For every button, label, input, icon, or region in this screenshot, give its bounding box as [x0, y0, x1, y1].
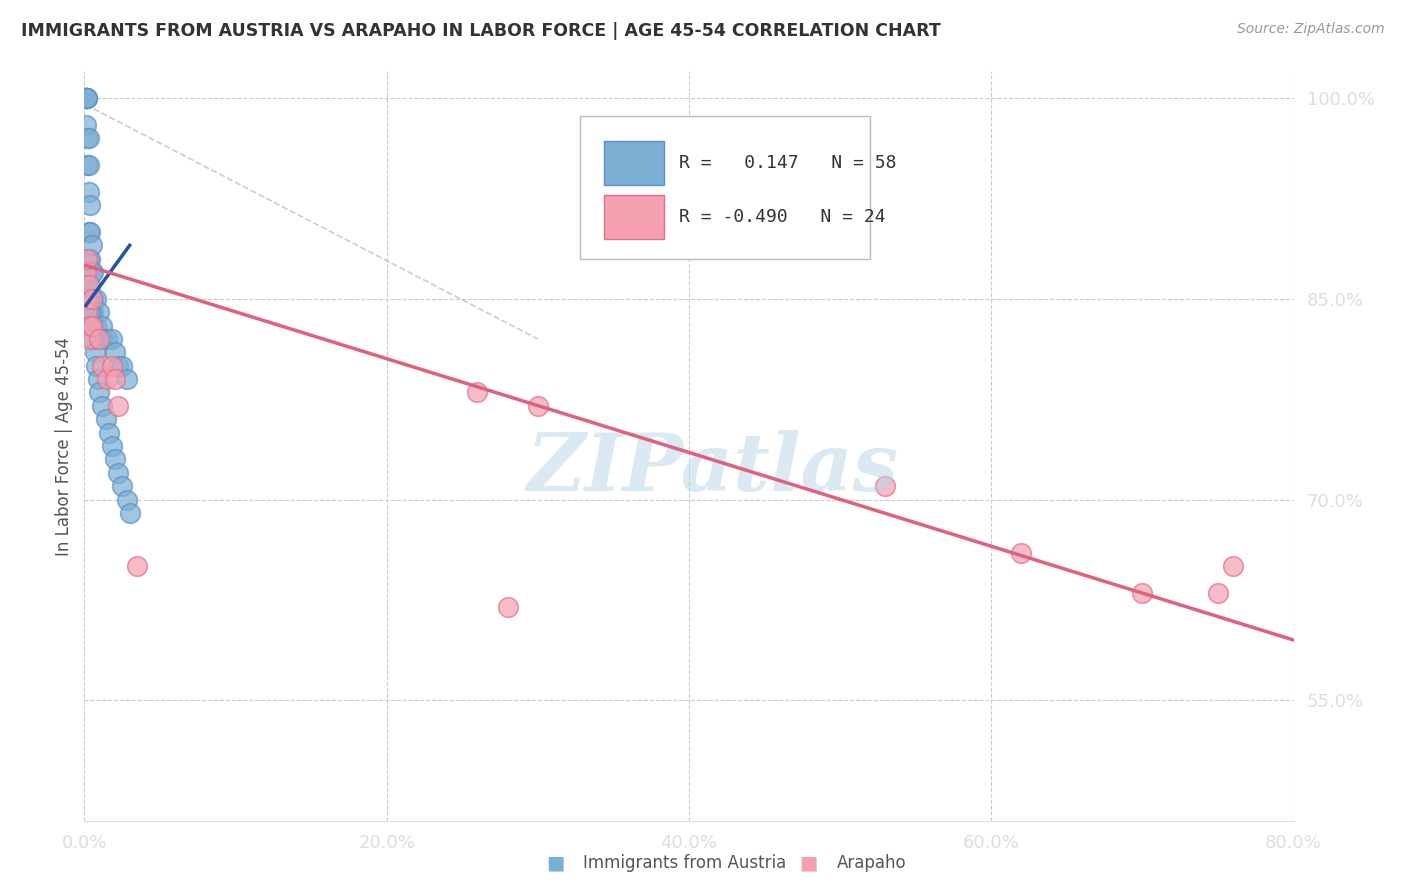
Point	[100, 359, 122, 373]
Point	[80, 238, 103, 252]
Point	[79, 198, 101, 212]
Point	[82, 305, 104, 319]
Point	[467, 385, 489, 400]
Point	[76, 131, 98, 145]
Point	[79, 318, 101, 333]
Point	[84, 345, 107, 359]
Point	[1206, 586, 1229, 600]
Point	[75, 91, 97, 105]
Text: Arapaho: Arapaho	[837, 855, 907, 872]
Point	[77, 278, 100, 293]
Point	[79, 305, 101, 319]
Point	[107, 399, 129, 413]
Y-axis label: In Labor Force | Age 45-54: In Labor Force | Age 45-54	[55, 336, 73, 556]
Point	[127, 559, 149, 574]
Point	[76, 158, 98, 172]
Point	[91, 399, 114, 413]
Point	[82, 265, 104, 279]
Point	[94, 412, 117, 426]
Point	[80, 292, 103, 306]
Point	[75, 91, 97, 105]
Point	[80, 265, 103, 279]
Point	[76, 91, 98, 105]
Point	[89, 385, 111, 400]
Text: R =   0.147   N = 58: R = 0.147 N = 58	[679, 153, 897, 172]
Point	[75, 91, 97, 105]
Point	[107, 466, 129, 480]
Point	[1011, 546, 1033, 560]
Point	[1222, 559, 1244, 574]
Text: Immigrants from Austria: Immigrants from Austria	[583, 855, 787, 872]
Point	[118, 506, 141, 520]
Text: IMMIGRANTS FROM AUSTRIA VS ARAPAHO IN LABOR FORCE | AGE 45-54 CORRELATION CHART: IMMIGRANTS FROM AUSTRIA VS ARAPAHO IN LA…	[21, 22, 941, 40]
Point	[91, 359, 114, 373]
Point	[79, 225, 101, 239]
Text: ■: ■	[546, 854, 565, 872]
Point	[75, 292, 97, 306]
Point	[96, 372, 118, 386]
Point	[115, 492, 138, 507]
Point	[89, 305, 111, 319]
Point	[89, 332, 111, 346]
Point	[75, 91, 97, 105]
Point	[79, 332, 101, 346]
Point	[100, 439, 122, 453]
Point	[91, 318, 114, 333]
Point	[80, 318, 103, 333]
Point	[76, 305, 98, 319]
Point	[87, 372, 110, 386]
Text: ZIPatlas: ZIPatlas	[527, 430, 900, 508]
Point	[104, 372, 127, 386]
Point	[89, 332, 111, 346]
Point	[79, 278, 101, 293]
Point	[80, 305, 103, 319]
Point	[75, 91, 97, 105]
Point	[82, 332, 104, 346]
Point	[77, 292, 100, 306]
Point	[80, 318, 103, 333]
Point	[76, 91, 98, 105]
Point	[77, 252, 100, 266]
Point	[77, 185, 100, 199]
Point	[86, 318, 108, 333]
Point	[91, 332, 114, 346]
Point	[496, 599, 519, 614]
Point	[77, 131, 100, 145]
Point	[77, 158, 100, 172]
Point	[86, 292, 108, 306]
Point	[1130, 586, 1153, 600]
FancyBboxPatch shape	[605, 141, 664, 186]
Text: Source: ZipAtlas.com: Source: ZipAtlas.com	[1237, 22, 1385, 37]
Point	[97, 425, 120, 440]
Point	[77, 225, 100, 239]
Text: ■: ■	[799, 854, 818, 872]
Point	[527, 399, 550, 413]
Point	[82, 292, 104, 306]
Text: R = -0.490   N = 24: R = -0.490 N = 24	[679, 208, 886, 226]
Point	[76, 252, 98, 266]
Point	[115, 372, 138, 386]
Point	[75, 118, 97, 132]
Point	[80, 292, 103, 306]
Point	[111, 359, 134, 373]
Point	[107, 359, 129, 373]
Point	[875, 479, 897, 493]
FancyBboxPatch shape	[581, 116, 870, 259]
FancyBboxPatch shape	[605, 195, 664, 239]
Point	[111, 479, 134, 493]
Point	[104, 452, 127, 467]
Point	[104, 345, 127, 359]
Point	[96, 332, 118, 346]
Point	[86, 359, 108, 373]
Point	[76, 278, 98, 293]
Point	[75, 91, 97, 105]
Point	[75, 265, 97, 279]
Point	[100, 332, 122, 346]
Point	[80, 318, 103, 333]
Point	[79, 252, 101, 266]
